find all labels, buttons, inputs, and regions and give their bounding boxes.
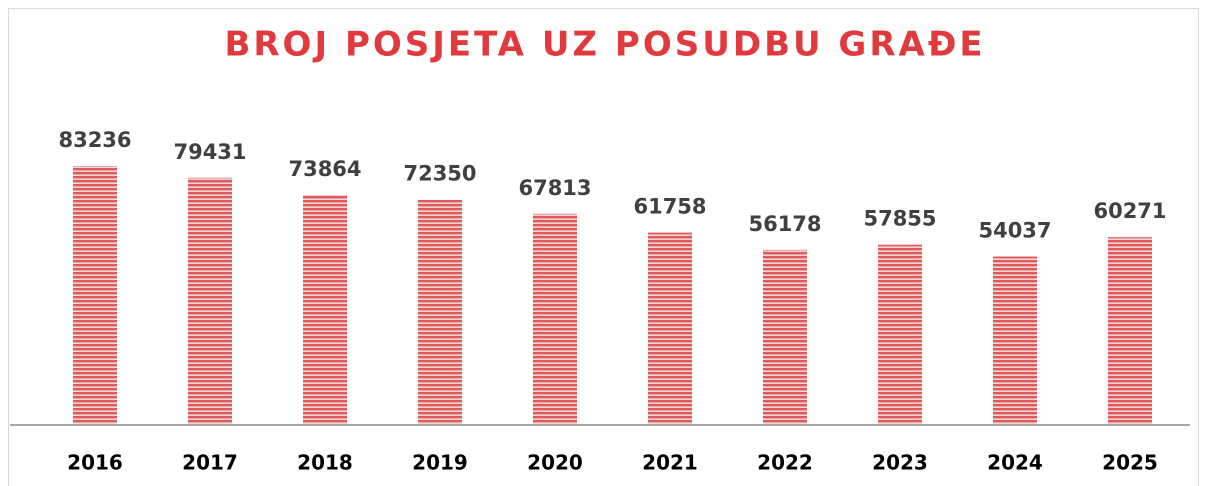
data-label: 54037 — [978, 219, 1051, 243]
data-label: 67813 — [518, 176, 591, 200]
bar — [878, 244, 922, 424]
data-label: 73864 — [288, 157, 361, 181]
bar — [303, 195, 347, 424]
chart-title: BROJ POSJETA UZ POSUDBU GRAĐE — [224, 25, 985, 65]
bar — [73, 166, 117, 424]
x-tick-label: 2016 — [67, 451, 123, 475]
x-tick-label: 2018 — [297, 451, 353, 475]
x-tick-label: 2020 — [527, 451, 583, 475]
bar — [648, 232, 692, 424]
x-tick-label: 2023 — [872, 451, 928, 475]
bar — [993, 256, 1037, 424]
x-tick-label: 2019 — [412, 451, 468, 475]
data-label: 79431 — [173, 140, 246, 164]
bar — [188, 177, 232, 424]
x-tick-label: 2021 — [642, 451, 698, 475]
frame — [8, 8, 1199, 486]
bar — [763, 249, 807, 424]
bar — [533, 213, 577, 424]
x-tick-label: 2017 — [182, 451, 238, 475]
data-label: 83236 — [58, 128, 131, 152]
x-tick-label: 2024 — [987, 451, 1043, 475]
data-label: 60271 — [1093, 199, 1166, 223]
x-tick-label: 2025 — [1102, 451, 1158, 475]
data-label: 61758 — [633, 195, 706, 219]
bar — [1108, 237, 1152, 424]
x-tick-label: 2022 — [757, 451, 813, 475]
data-label: 72350 — [403, 162, 476, 186]
data-label: 56178 — [748, 212, 821, 236]
bar — [418, 199, 462, 424]
data-label: 57855 — [863, 207, 936, 231]
